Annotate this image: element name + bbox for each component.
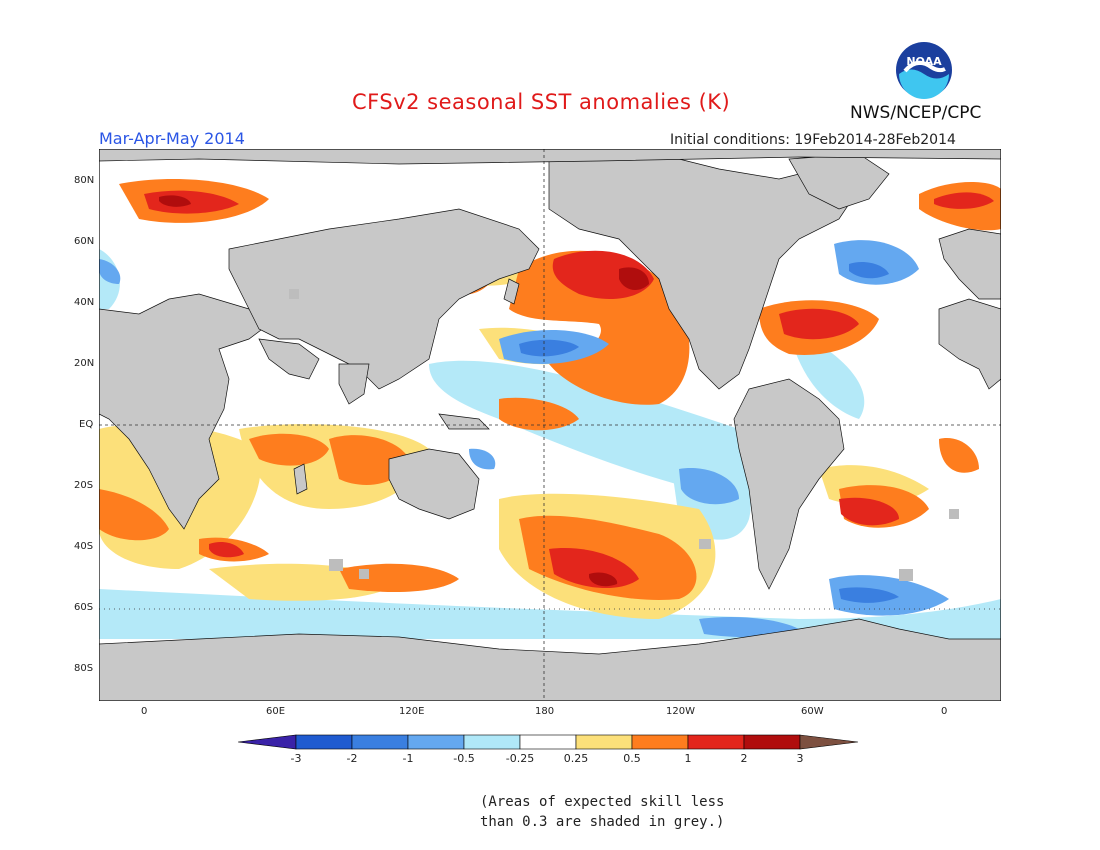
land-masses bbox=[99, 149, 1001, 701]
initial-conditions: Initial conditions: 19Feb2014-28Feb2014 bbox=[670, 132, 956, 148]
lon-label: 60E bbox=[266, 706, 286, 717]
footnote-line-2: than 0.3 are shaded in grey.) bbox=[480, 814, 725, 830]
lon-label: 120W bbox=[666, 706, 695, 717]
lat-label: 20S bbox=[74, 480, 94, 491]
colorbar-label: -0.25 bbox=[506, 752, 534, 765]
lat-label: 40N bbox=[74, 297, 95, 308]
low-skill-areas bbox=[289, 289, 959, 581]
colorbar-swatch bbox=[799, 734, 859, 750]
lat-label: 20N bbox=[74, 358, 95, 369]
colorbar-swatch bbox=[631, 734, 689, 750]
season-label: Mar-Apr-May 2014 bbox=[99, 129, 245, 148]
cool-strong-areas bbox=[519, 262, 899, 603]
colorbar-swatch bbox=[687, 734, 745, 750]
colorbar-label: 3 bbox=[797, 752, 804, 765]
colorbar-swatch bbox=[575, 734, 633, 750]
warm-extreme-areas bbox=[159, 195, 649, 587]
cool-moderate-areas bbox=[99, 240, 949, 638]
colorbar-label: 2 bbox=[741, 752, 748, 765]
sst-anomaly-map bbox=[99, 149, 1001, 701]
colorbar-swatch bbox=[238, 734, 297, 750]
lat-label: 80S bbox=[74, 663, 94, 674]
colorbar-swatch bbox=[519, 734, 577, 750]
colorbar-label: -2 bbox=[347, 752, 358, 765]
lon-label: 0 bbox=[141, 706, 148, 717]
color-scale-bar: -3 -2 -1 -0.5 -0.25 0.25 0.5 1 2 3 bbox=[238, 734, 859, 765]
colorbar-swatch bbox=[295, 734, 353, 750]
colorbar-label: 0.5 bbox=[623, 752, 641, 765]
lat-label: 60S bbox=[74, 602, 94, 613]
page-title: CFSv2 seasonal SST anomalies (K) bbox=[352, 90, 731, 114]
lon-label: 0 bbox=[941, 706, 948, 717]
grid-lines bbox=[99, 149, 1001, 701]
lat-label: 60N bbox=[74, 236, 95, 247]
lon-label: 60W bbox=[801, 706, 824, 717]
colorbar-label: -3 bbox=[291, 752, 302, 765]
lat-label: 80N bbox=[74, 175, 95, 186]
logo-text: NOAA bbox=[906, 55, 942, 68]
colorbar-label: 1 bbox=[685, 752, 692, 765]
colorbar-label: -1 bbox=[403, 752, 414, 765]
colorbar-label: 0.25 bbox=[564, 752, 589, 765]
skill-footnote: (Areas of expected skill less than 0.3 a… bbox=[480, 792, 724, 832]
noaa-logo-icon: NOAA bbox=[896, 42, 952, 99]
lon-label: 180 bbox=[535, 706, 555, 717]
colorbar-swatch bbox=[407, 734, 465, 750]
lon-label: 120E bbox=[399, 706, 425, 717]
colorbar-label: -0.5 bbox=[453, 752, 474, 765]
colorbar-swatch bbox=[351, 734, 409, 750]
colorbar-swatch bbox=[463, 734, 521, 750]
agency-label: NWS/NCEP/CPC bbox=[850, 103, 982, 123]
footnote-line-1: (Areas of expected skill less bbox=[480, 794, 725, 810]
lat-label: 40S bbox=[74, 541, 94, 552]
colorbar-swatch bbox=[743, 734, 801, 750]
lat-label: EQ bbox=[79, 419, 94, 430]
